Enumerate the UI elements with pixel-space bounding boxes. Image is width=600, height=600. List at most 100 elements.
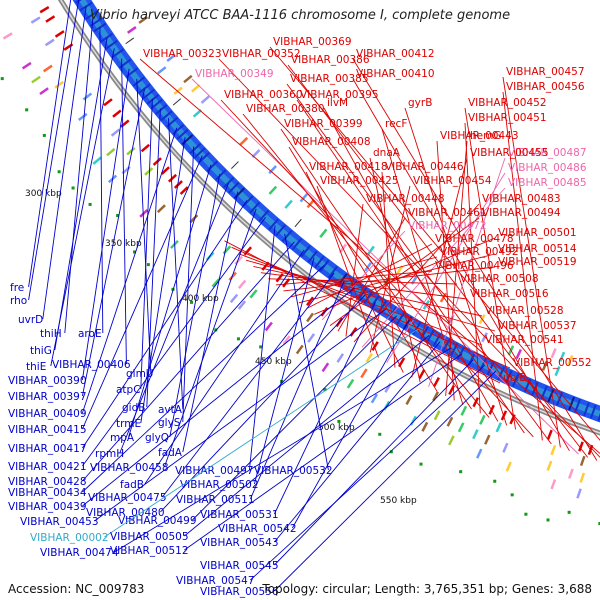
- forward-gene-mark: [282, 278, 291, 288]
- reverse-leader-line: [82, 200, 248, 449]
- feature-block: [228, 271, 237, 281]
- forward-gene-label: VIBHAR_00501: [498, 227, 577, 239]
- reverse-leader-line: [82, 287, 355, 507]
- forward-gene-label: VIBHAR_00418: [309, 161, 388, 173]
- feature-block: [306, 198, 315, 209]
- reverse-gene-mark: [138, 83, 151, 94]
- outer-feature-dot: [378, 432, 382, 436]
- outer-feature-dot: [0, 77, 4, 81]
- reverse-gene-label: VIBHAR_00434: [8, 487, 87, 499]
- outer-feature-dot: [57, 170, 61, 174]
- feature-block: [43, 64, 53, 73]
- reverse-gene-mark: [319, 259, 330, 272]
- feature-block: [284, 199, 293, 209]
- outer-feature-dot: [546, 518, 550, 522]
- feature-block: [306, 312, 315, 323]
- feature-block: [457, 422, 465, 433]
- forward-gene-mark: [306, 296, 315, 307]
- forward-leader-line: [361, 187, 506, 348]
- reverse-leader-line: [114, 347, 452, 553]
- forward-gene-label: ubiE: [503, 372, 526, 384]
- reverse-gene-label: mpA: [110, 432, 135, 444]
- reverse-gene-mark: [189, 142, 202, 154]
- feature-block: [554, 365, 561, 377]
- forward-gene-label: VIBHAR_00519: [498, 256, 577, 268]
- forward-leader-line: [369, 157, 421, 383]
- feature-block: [405, 395, 413, 405]
- reverse-gene-mark: [150, 98, 163, 110]
- feature-block: [82, 92, 93, 101]
- reverse-leader-line: [253, 257, 315, 485]
- reverse-gene-label: VIBHAR_00542: [218, 523, 297, 535]
- feature-block: [138, 16, 148, 24]
- forward-gene-label: VIBHAR_00487: [508, 147, 587, 159]
- feature-block: [21, 61, 32, 70]
- forward-gene-mark: [39, 5, 50, 14]
- forward-gene-label: VIBHAR_00349: [195, 68, 274, 80]
- feature-block: [559, 351, 566, 362]
- reverse-gene-mark: [281, 229, 293, 242]
- reverse-leader-line: [192, 315, 397, 521]
- scale-tick-label: 450 kbp: [255, 357, 292, 367]
- reverse-leader-line: [146, 108, 161, 408]
- reverse-gene-label: uvrD: [18, 314, 43, 326]
- feature-block: [249, 289, 258, 299]
- forward-gene-label: VIBHAR_00492: [440, 246, 519, 258]
- feature-block: [579, 455, 586, 467]
- feature-block: [321, 362, 330, 373]
- reverse-gene-mark: [155, 104, 168, 115]
- forward-gene-mark: [546, 429, 553, 440]
- reverse-gene-mark: [142, 88, 155, 100]
- forward-gene-mark: [54, 30, 65, 38]
- forward-leader-line: [296, 99, 525, 434]
- feature-block: [484, 434, 491, 445]
- reverse-gene-mark: [300, 245, 311, 258]
- feature-block: [144, 167, 154, 176]
- reverse-gene-mark: [327, 265, 338, 279]
- topology-text: Topology: circular; Length: 3,765,351 bp…: [262, 582, 592, 596]
- reverse-gene-label: VIBHAR_00497: [175, 465, 254, 477]
- forward-leader-line: [191, 78, 579, 455]
- forward-gene-mark: [160, 166, 170, 175]
- forward-leader-line: [436, 140, 455, 401]
- reverse-gene-mark: [228, 182, 240, 194]
- reverse-gene-mark: [100, 32, 114, 43]
- outer-feature-dot: [116, 214, 120, 218]
- reverse-gene-label: VIBHAR_00002: [30, 532, 109, 544]
- reverse-gene-label: VIBHAR_00502: [180, 479, 259, 491]
- reverse-leader-line: [119, 182, 230, 454]
- accession-text: Accession: NC_009783: [8, 582, 145, 596]
- reverse-gene-mark: [85, 10, 99, 20]
- feature-block: [367, 245, 375, 256]
- forward-leader-line: [352, 78, 570, 452]
- forward-gene-mark: [140, 143, 150, 153]
- feature-block: [364, 261, 372, 272]
- forward-gene-label: VIBHAR_00452: [468, 97, 547, 109]
- feature-block: [192, 109, 202, 118]
- feature-block: [576, 488, 582, 499]
- reverse-gene-mark: [574, 398, 581, 413]
- reverse-gene-label: VIBHAR_00556: [200, 586, 279, 598]
- forward-gene-mark: [472, 397, 480, 408]
- feature-block: [92, 156, 102, 165]
- feature-block: [229, 293, 239, 304]
- reverse-gene-mark: [314, 255, 325, 269]
- reverse-gene-label: VIBHAR_00453: [20, 516, 99, 528]
- feature-block: [183, 74, 193, 84]
- feature-block: [546, 460, 553, 471]
- forward-gene-mark: [167, 173, 177, 183]
- reverse-gene-mark: [222, 177, 235, 189]
- forward-gene-mark: [173, 180, 183, 189]
- reverse-leader-line: [50, 48, 115, 367]
- feature-block: [78, 112, 88, 121]
- forward-gene-label: VIBHAR_00472: [408, 220, 487, 232]
- forward-gene-label: VIBHAR_00412: [356, 48, 435, 60]
- feature-block: [211, 278, 221, 288]
- feature-block: [30, 16, 41, 24]
- reverse-leader-line: [284, 233, 329, 471]
- reverse-leader-line: [81, 68, 130, 381]
- reverse-leader-line: [168, 118, 184, 410]
- feature-block: [299, 193, 309, 203]
- reverse-gene-mark: [193, 147, 206, 159]
- forward-leader-line: [287, 64, 589, 458]
